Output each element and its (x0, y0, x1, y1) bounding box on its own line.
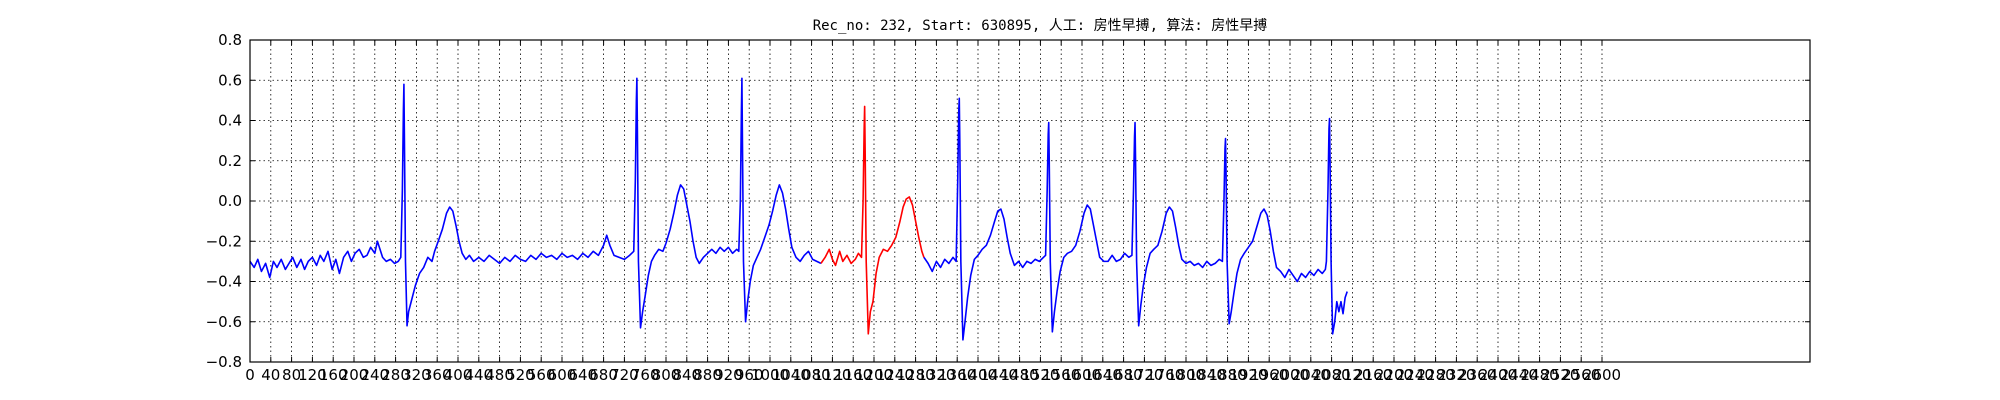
x-tick-label: 1040 (772, 366, 810, 384)
x-tick-label: 360 (423, 366, 452, 384)
x-tick-label: 1160 (834, 366, 872, 384)
x-tick-label: 1600 (1063, 366, 1101, 384)
x-tick-label: 960 (735, 366, 764, 384)
x-tick-label: 320 (402, 366, 431, 384)
x-tick-label: 1320 (917, 366, 955, 384)
x-tick-label: 480 (485, 366, 514, 384)
y-tick-label: −0.6 (206, 313, 242, 331)
x-tick-label: 1520 (1021, 366, 1059, 384)
x-tick-label: 2480 (1521, 366, 1559, 384)
x-tick-label: 2040 (1292, 366, 1330, 384)
grid-lines (250, 40, 1810, 362)
x-tick-label: 880 (693, 366, 722, 384)
x-tick-label: 200 (340, 366, 369, 384)
x-tick-label: 2360 (1458, 366, 1496, 384)
x-tick-label: 640 (568, 366, 597, 384)
series-group (249, 77, 1348, 341)
x-tick-label: 760 (631, 366, 660, 384)
x-tick-label: 720 (610, 366, 639, 384)
x-tick-label: 2400 (1479, 366, 1517, 384)
x-tick-label: 1000 (751, 366, 789, 384)
x-tick-label: 2560 (1562, 366, 1600, 384)
chart-title: Rec_no: 232, Start: 630895, 人工: 房性早搏, 算法… (813, 17, 1268, 34)
x-tick-label: 80 (282, 366, 301, 384)
x-tick-label: 1760 (1146, 366, 1184, 384)
x-tick-label: 560 (527, 366, 556, 384)
series-line-1 (820, 105, 925, 335)
x-tick-label: 520 (506, 366, 535, 384)
x-tick-label: 2600 (1583, 366, 1621, 384)
x-tick-label: 280 (381, 366, 410, 384)
x-tick-label: 2520 (1541, 366, 1579, 384)
y-tick-label: 0.2 (218, 152, 242, 170)
x-tick-label: 1960 (1250, 366, 1288, 384)
x-tick-label: 1880 (1209, 366, 1247, 384)
x-tick-label: 1920 (1229, 366, 1267, 384)
x-tick-label: 40 (261, 366, 280, 384)
x-tick-label: 1280 (897, 366, 935, 384)
x-tick-label: 680 (589, 366, 618, 384)
y-axis-ticks: 0.8 0.6 0.4 0.2 0.0 −0.2 −0.4 −0.6 −0.8 (206, 31, 1810, 371)
x-tick-label: 800 (652, 366, 681, 384)
x-tick-label: 240 (360, 366, 389, 384)
x-tick-label: 0 (245, 366, 255, 384)
x-tick-label: 1480 (1001, 366, 1039, 384)
x-tick-label: 1120 (813, 366, 851, 384)
y-tick-label: −0.4 (206, 273, 242, 291)
x-tick-label: 840 (672, 366, 701, 384)
y-tick-label: 0.4 (218, 112, 242, 130)
x-tick-label: 2160 (1354, 366, 1392, 384)
x-tick-label: 1440 (980, 366, 1018, 384)
x-tick-label: 2280 (1417, 366, 1455, 384)
x-tick-label: 920 (714, 366, 743, 384)
x-tick-label: 1680 (1105, 366, 1143, 384)
x-tick-label: 1640 (1084, 366, 1122, 384)
x-tick-label: 1720 (1125, 366, 1163, 384)
y-tick-label: −0.2 (206, 232, 242, 250)
x-tick-label: 2000 (1271, 366, 1309, 384)
series-line-2 (923, 97, 1348, 341)
y-tick-label: 0.8 (218, 31, 242, 49)
y-tick-label: −0.8 (206, 353, 242, 371)
y-tick-label: 0.6 (218, 71, 242, 89)
x-tick-label: 2200 (1375, 366, 1413, 384)
x-tick-label: 2240 (1396, 366, 1434, 384)
x-tick-label: 1800 (1167, 366, 1205, 384)
x-tick-label: 1400 (959, 366, 997, 384)
x-tick-label: 1080 (793, 366, 831, 384)
x-tick-label: 2440 (1500, 366, 1538, 384)
x-tick-label: 120 (298, 366, 327, 384)
x-tick-label: 400 (444, 366, 473, 384)
x-tick-label: 1240 (876, 366, 914, 384)
x-tick-label: 600 (548, 366, 577, 384)
x-tick-label: 1560 (1042, 366, 1080, 384)
x-tick-label: 440 (464, 366, 493, 384)
x-tick-label: 2080 (1313, 366, 1351, 384)
series-line-0 (249, 77, 822, 329)
x-tick-label: 160 (319, 366, 348, 384)
x-tick-label: 1200 (855, 366, 893, 384)
x-tick-label: 1360 (938, 366, 976, 384)
x-axis-ticks: 0 40 8012016020024028032036040044048052056… (245, 40, 1621, 384)
x-tick-label: 2320 (1437, 366, 1475, 384)
y-tick-label: 0.0 (218, 192, 242, 210)
x-tick-label: 2120 (1333, 366, 1371, 384)
x-tick-label: 1840 (1188, 366, 1226, 384)
